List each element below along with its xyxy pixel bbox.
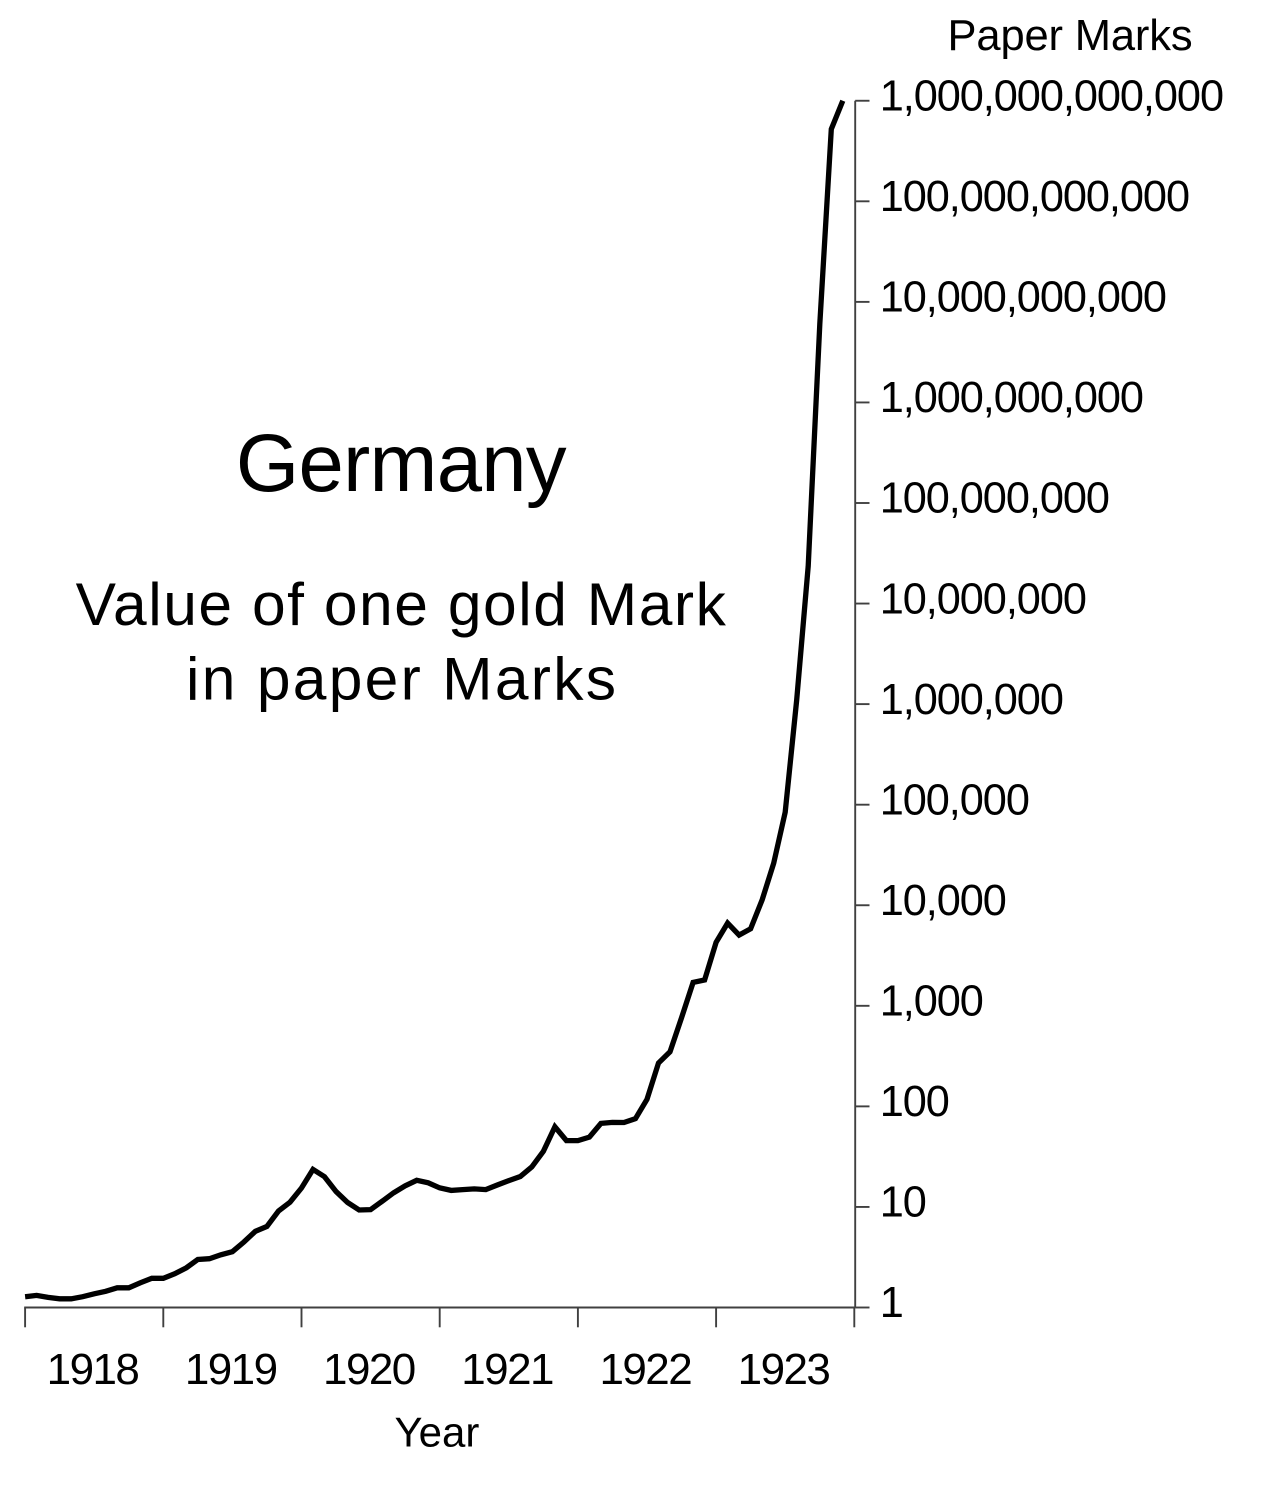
svg-text:1,000,000: 1,000,000 <box>880 676 1063 724</box>
svg-text:10: 10 <box>880 1179 926 1227</box>
svg-text:1921: 1921 <box>461 1345 553 1394</box>
svg-text:1,000,000,000: 1,000,000,000 <box>880 374 1143 422</box>
svg-text:100,000: 100,000 <box>880 776 1029 824</box>
svg-text:1,000: 1,000 <box>880 978 983 1026</box>
svg-text:1923: 1923 <box>738 1345 830 1394</box>
svg-text:1922: 1922 <box>599 1345 691 1394</box>
svg-text:100,000,000,000: 100,000,000,000 <box>880 173 1189 221</box>
svg-text:1918: 1918 <box>47 1345 139 1394</box>
svg-text:Year: Year <box>394 1408 479 1455</box>
svg-text:Germany: Germany <box>236 418 567 509</box>
svg-text:10,000,000: 10,000,000 <box>880 575 1086 623</box>
svg-text:1919: 1919 <box>185 1345 277 1394</box>
svg-text:10,000: 10,000 <box>880 877 1006 925</box>
svg-text:Value of one gold Mark: Value of one gold Mark <box>76 570 728 638</box>
svg-text:1,000,000,000,000: 1,000,000,000,000 <box>880 72 1223 120</box>
svg-text:10,000,000,000: 10,000,000,000 <box>880 274 1166 322</box>
svg-text:Paper Marks: Paper Marks <box>948 12 1193 60</box>
svg-text:in paper Marks: in paper Marks <box>186 645 618 713</box>
svg-text:1: 1 <box>880 1279 903 1327</box>
svg-text:100,000,000: 100,000,000 <box>880 475 1109 523</box>
svg-text:1920: 1920 <box>323 1345 415 1394</box>
svg-text:100: 100 <box>880 1078 949 1126</box>
